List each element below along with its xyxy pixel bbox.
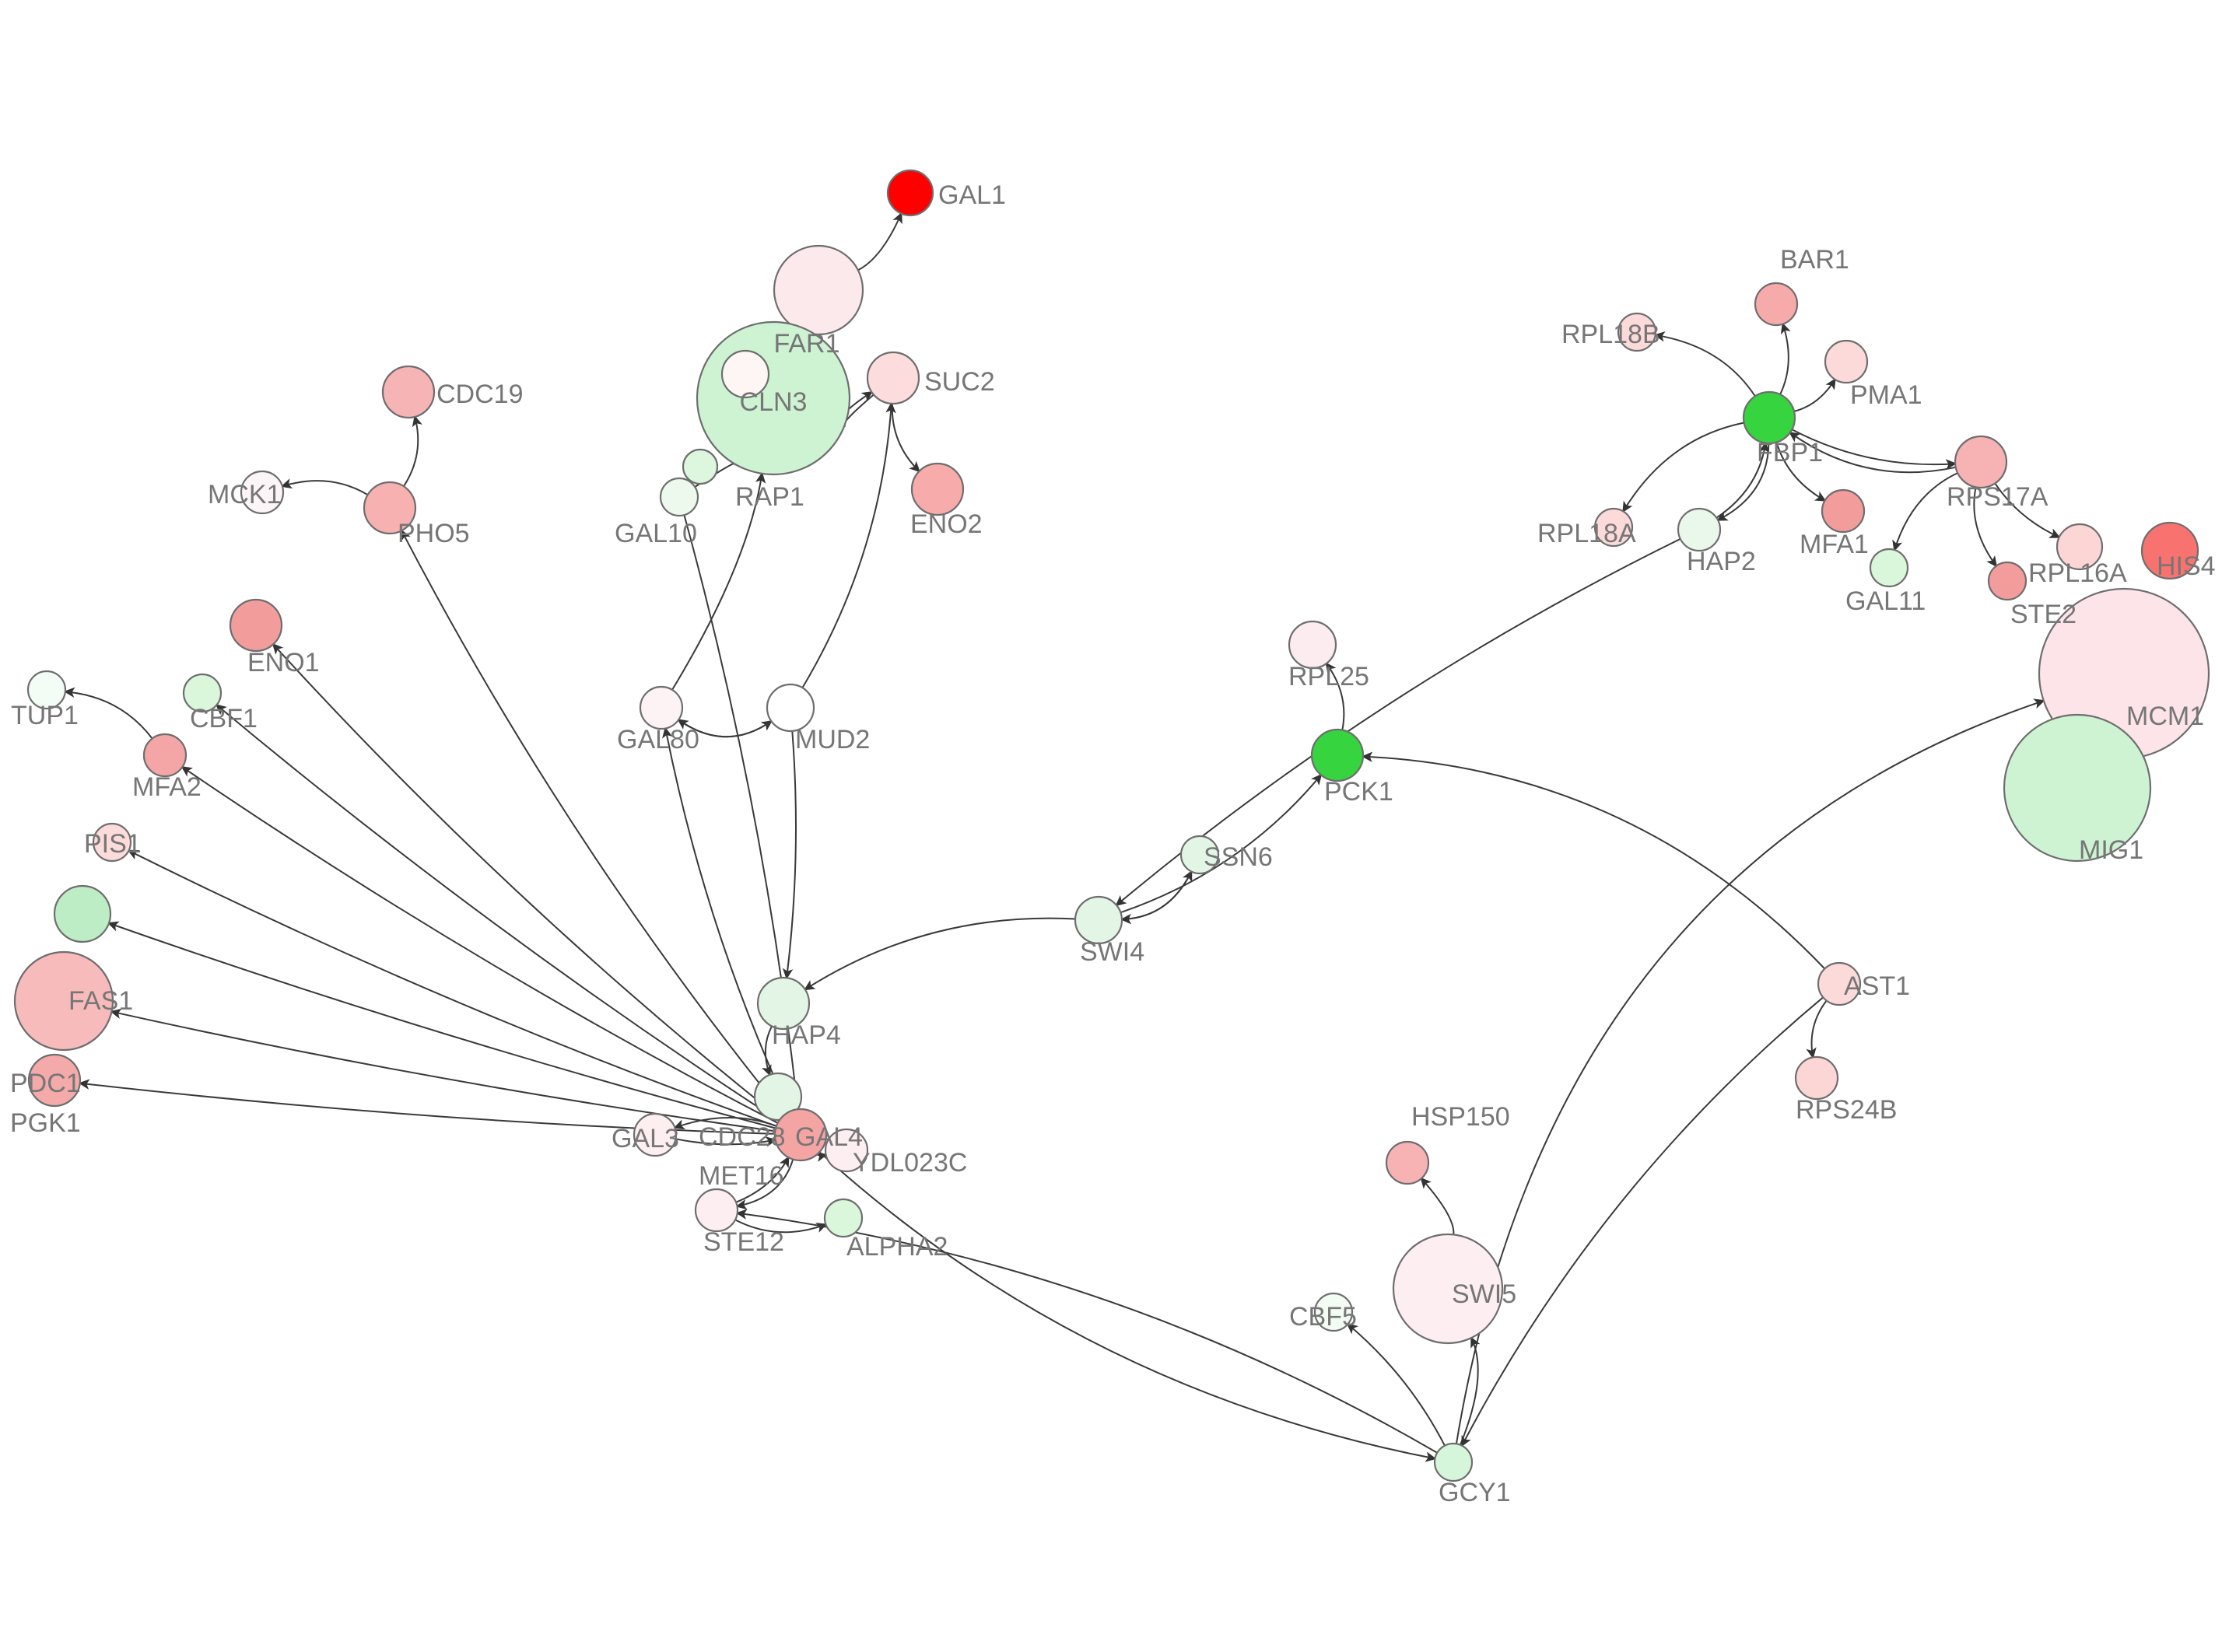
svg-text:AST1: AST1: [1844, 971, 1910, 1001]
svg-text:ALPHA2: ALPHA2: [846, 1232, 948, 1262]
svg-text:RPL18A: RPL18A: [1537, 519, 1636, 548]
svg-text:GAL3: GAL3: [612, 1124, 679, 1153]
svg-text:GAL10: GAL10: [615, 519, 697, 548]
svg-text:ENO2: ENO2: [910, 509, 983, 539]
svg-text:GAL80: GAL80: [617, 725, 699, 754]
svg-text:MCK1: MCK1: [208, 480, 281, 509]
svg-text:RPL16A: RPL16A: [2028, 558, 2127, 588]
svg-text:MCM1: MCM1: [2126, 702, 2204, 731]
svg-text:GCY1: GCY1: [1439, 1478, 1511, 1507]
svg-text:PIS1: PIS1: [84, 829, 142, 859]
svg-text:HAP4: HAP4: [772, 1020, 841, 1050]
svg-text:SUC2: SUC2: [924, 367, 995, 397]
svg-text:YDL023C: YDL023C: [853, 1148, 967, 1178]
svg-text:FAR1: FAR1: [773, 329, 839, 359]
svg-text:STE12: STE12: [703, 1227, 784, 1257]
svg-text:MFA2: MFA2: [132, 772, 202, 802]
svg-text:GAL1: GAL1: [938, 180, 1006, 210]
svg-text:SWI4: SWI4: [1080, 937, 1144, 967]
svg-text:HIS4: HIS4: [2157, 551, 2216, 581]
svg-text:RPL25: RPL25: [1288, 662, 1369, 691]
svg-text:PCK1: PCK1: [1324, 777, 1393, 807]
svg-text:GAL11: GAL11: [1845, 586, 1926, 616]
svg-text:SSN6: SSN6: [1204, 842, 1273, 872]
svg-text:MIG1: MIG1: [2079, 835, 2143, 865]
svg-text:ENO1: ENO1: [247, 648, 320, 677]
svg-text:HSP150: HSP150: [1411, 1102, 1510, 1132]
svg-text:MFA1: MFA1: [1800, 530, 1869, 559]
svg-text:HAP2: HAP2: [1687, 547, 1756, 576]
svg-text:SWI5: SWI5: [1452, 1279, 1516, 1309]
svg-text:FAS1: FAS1: [68, 986, 133, 1016]
svg-text:TUP1: TUP1: [11, 701, 79, 730]
svg-text:PHO5: PHO5: [398, 519, 470, 548]
svg-text:MUD2: MUD2: [795, 725, 870, 754]
svg-text:CDC28: CDC28: [699, 1122, 785, 1152]
svg-text:RAP1: RAP1: [735, 482, 804, 512]
svg-text:MET16: MET16: [699, 1161, 784, 1191]
svg-text:PMA1: PMA1: [1850, 380, 1922, 410]
svg-text:PGK1: PGK1: [10, 1108, 81, 1138]
svg-text:FBP1: FBP1: [1757, 438, 1823, 467]
svg-text:RPL18B: RPL18B: [1561, 320, 1660, 349]
svg-text:CLN3: CLN3: [740, 387, 808, 417]
svg-text:CDC19: CDC19: [436, 380, 523, 409]
svg-text:CBF1: CBF1: [190, 704, 258, 733]
svg-text:BAR1: BAR1: [1780, 245, 1849, 275]
svg-text:STE2: STE2: [2010, 600, 2077, 629]
svg-text:CBF5: CBF5: [1289, 1302, 1357, 1332]
svg-text:PDC1: PDC1: [10, 1069, 81, 1098]
svg-text:RPS17A: RPS17A: [1947, 482, 2049, 512]
svg-text:RPS24B: RPS24B: [1796, 1095, 1897, 1125]
